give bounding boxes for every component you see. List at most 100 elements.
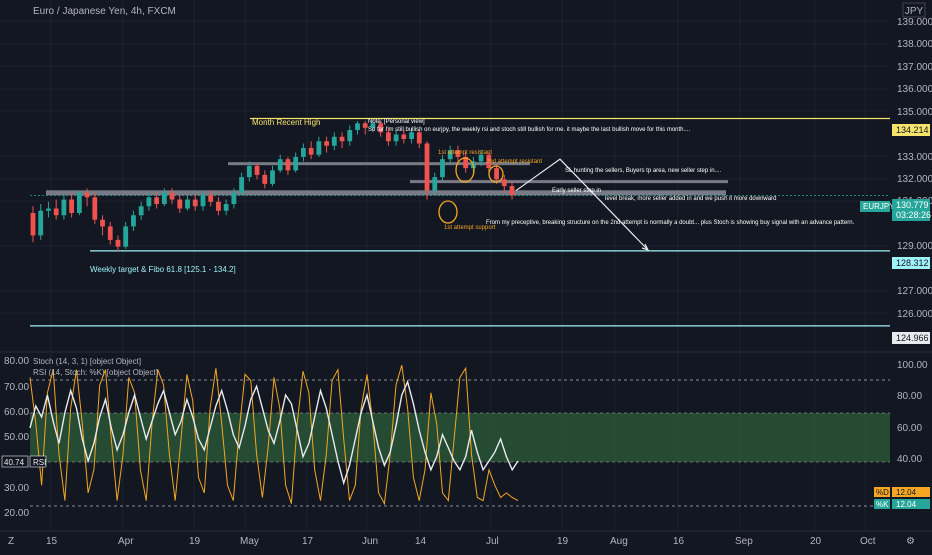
left-tick: 20.00 <box>4 508 29 519</box>
candle-body <box>409 132 414 140</box>
symbol-tag <box>860 201 890 212</box>
rsi-title: RSI (14, Stoch: %K) [object Object] <box>33 368 158 377</box>
right-tick: 40.00 <box>897 454 922 465</box>
candle-body <box>169 192 175 200</box>
candle-body <box>432 177 438 191</box>
rsi-value: 40.74 <box>4 458 25 467</box>
candle-body <box>46 208 51 211</box>
candle-body <box>277 159 283 171</box>
rsi-band <box>30 413 890 462</box>
countdown-text: 03:28:26 <box>896 210 931 220</box>
minor-resistance-zone <box>410 180 728 184</box>
candle-body <box>370 123 376 128</box>
time-tick: May <box>240 536 259 547</box>
weekly-target-tag-text: 128.312 <box>896 258 929 268</box>
candle-body <box>494 168 499 180</box>
candle-body <box>131 215 136 227</box>
candle-body <box>455 150 461 157</box>
candle-body <box>123 226 129 247</box>
candle-body <box>115 239 121 247</box>
candle-body <box>339 136 345 142</box>
candle-body <box>424 143 430 191</box>
first-resistant-ellipse <box>455 157 475 183</box>
right-indicator-axis: 100.00 80.00 60.00 40.00 <box>897 360 928 465</box>
lower-level-tag-text: 124.966 <box>896 333 929 343</box>
price-tick: 126.000 <box>897 309 932 320</box>
time-tick: 16 <box>673 536 685 547</box>
candle-body <box>285 159 291 171</box>
current-price-tag <box>892 199 930 221</box>
price-tick: 137.000 <box>897 62 932 73</box>
candle-body <box>478 154 484 162</box>
time-axis[interactable]: Z 15 Apr 19 May 17 Jun 14 Jul 19 Aug 16 … <box>8 536 915 547</box>
left-tick: 70.00 <box>4 382 29 393</box>
candle-body <box>84 192 90 198</box>
stoch-title: Stoch (14, 3, 1) [object Object] <box>33 357 141 366</box>
right-tick: 60.00 <box>897 423 922 434</box>
candle-body <box>254 165 260 175</box>
candle-body <box>447 150 453 160</box>
preceptive-label: From my preceptive, breaking structure o… <box>486 220 855 226</box>
candle-body <box>239 177 244 193</box>
candle-body <box>509 186 515 196</box>
left-tick: 60.00 <box>4 407 29 418</box>
time-tick: 19 <box>557 536 569 547</box>
candle-body <box>355 123 360 131</box>
second-resistant-ellipse <box>488 165 504 183</box>
candle-body <box>501 179 507 187</box>
candle-body <box>316 141 322 155</box>
rsi-value-tag <box>1 455 29 468</box>
first-support-label: 1st attempt support <box>444 225 496 231</box>
candle-body <box>100 219 105 227</box>
candle-body <box>107 226 113 240</box>
current-price-text: 130.779 <box>896 200 929 210</box>
candle-body <box>223 204 229 211</box>
candle-body <box>324 141 329 146</box>
month-high-tag <box>892 124 930 136</box>
candles <box>30 118 515 252</box>
weekly-target-label: Weekly target & Fibo 61.8 [125.1 - 134.2… <box>90 265 236 274</box>
rsi-series <box>29 379 519 486</box>
symbol-title: Euro / Japanese Yen, 4h, FXCM <box>33 6 176 17</box>
time-tick: 19 <box>189 536 201 547</box>
price-tick: 135.000 <box>897 107 932 118</box>
candle-body <box>331 136 337 146</box>
candle-body <box>146 197 152 207</box>
candle-body <box>246 165 252 178</box>
resistance-zone <box>228 162 530 166</box>
time-tick: 20 <box>810 536 822 547</box>
price-tick: 127.000 <box>897 286 932 297</box>
settings-icon[interactable]: ⚙ <box>906 536 915 547</box>
candle-body <box>200 195 206 207</box>
candle-body <box>362 123 368 128</box>
ellipses <box>438 157 504 224</box>
stoch-k-label-tag <box>874 499 890 509</box>
price-tick: 132.000 <box>897 174 932 185</box>
month-high-tag-text: 134.214 <box>896 125 929 135</box>
candle-body <box>138 206 144 216</box>
stoch-line <box>29 364 519 506</box>
candle-body <box>401 134 407 140</box>
stoch-k-value-tag <box>892 499 930 509</box>
currency-badge[interactable] <box>902 2 926 18</box>
candle-body <box>231 192 237 205</box>
candle-body <box>393 134 399 142</box>
level-break-label: level break, more seller added in and we… <box>605 196 776 202</box>
rsi-label-tag <box>29 455 47 468</box>
price-tick: 136.000 <box>897 84 932 95</box>
stoch-k-label: %K <box>876 500 889 509</box>
candle-body <box>216 201 221 211</box>
candle-body <box>270 170 275 184</box>
candle-body <box>192 199 198 207</box>
candle-body <box>185 199 190 209</box>
left-tick: 80.00 <box>4 356 29 367</box>
candle-body <box>161 192 167 205</box>
timezone-icon[interactable]: Z <box>8 536 14 547</box>
support-zone <box>46 190 726 196</box>
time-tick: Aug <box>610 536 628 547</box>
right-tick: 100.00 <box>897 360 928 371</box>
candle-body <box>38 210 44 236</box>
time-tick: 14 <box>415 536 427 547</box>
stoch-d-label-tag <box>874 487 890 497</box>
